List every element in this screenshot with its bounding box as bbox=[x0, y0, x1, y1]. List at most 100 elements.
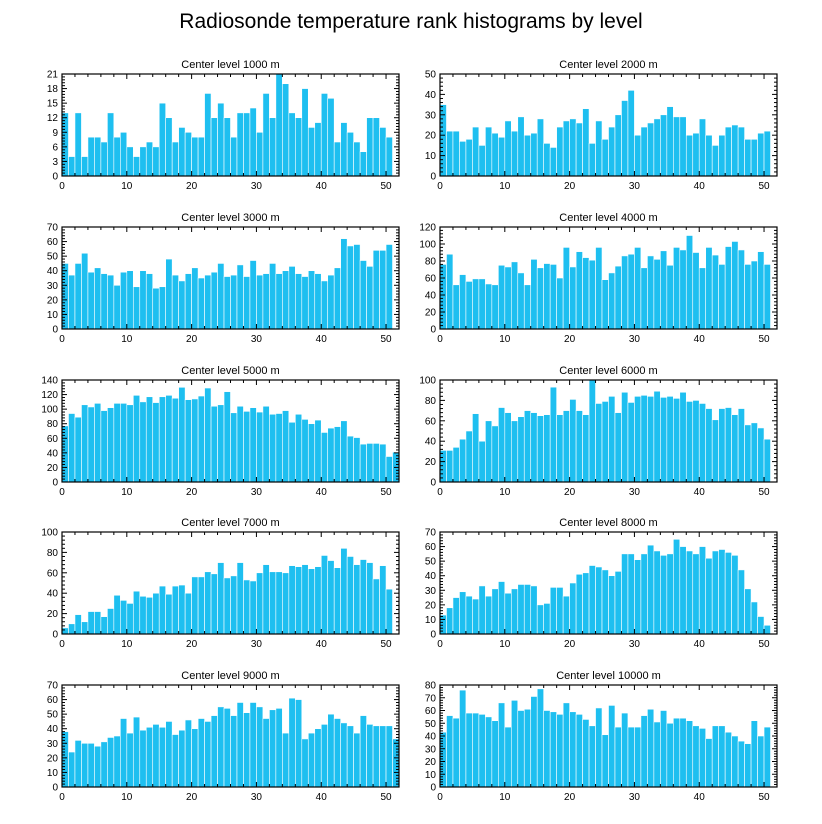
y-tick-label: 60 bbox=[425, 542, 437, 553]
histogram-bar bbox=[171, 274, 179, 330]
histogram-bar bbox=[223, 577, 231, 635]
x-tick-label: 20 bbox=[186, 639, 198, 650]
histogram-bar bbox=[459, 591, 467, 635]
histogram-bar bbox=[536, 118, 544, 177]
histogram-bar bbox=[217, 404, 225, 483]
histogram-bar bbox=[126, 146, 134, 177]
x-tick-label: 10 bbox=[121, 639, 133, 650]
histogram-bar bbox=[640, 553, 648, 635]
histogram-bar bbox=[673, 398, 681, 483]
histogram-bar bbox=[165, 117, 173, 177]
histogram-bar bbox=[588, 379, 596, 483]
histogram-bar bbox=[666, 396, 674, 483]
histogram-bar bbox=[601, 138, 609, 177]
x-tick-label: 50 bbox=[758, 792, 770, 803]
histogram-bar bbox=[608, 396, 616, 483]
histogram-bar bbox=[523, 134, 532, 177]
histogram-bar bbox=[634, 726, 642, 788]
histogram-bar bbox=[510, 130, 519, 177]
histogram-bar bbox=[178, 127, 186, 177]
histogram-bar bbox=[333, 718, 341, 788]
histogram-bar bbox=[366, 562, 374, 635]
histogram-bar bbox=[485, 283, 493, 330]
histogram-bar bbox=[504, 726, 512, 788]
histogram-bar bbox=[353, 564, 361, 635]
x-tick-label: 50 bbox=[380, 181, 392, 192]
histogram-bar bbox=[666, 264, 674, 330]
x-tick-label: 30 bbox=[251, 792, 263, 803]
histogram-bar bbox=[158, 585, 166, 635]
histogram-bar bbox=[152, 146, 160, 177]
histogram-bar bbox=[640, 267, 648, 330]
histogram-bar bbox=[145, 596, 154, 635]
histogram-bar bbox=[744, 588, 752, 635]
histogram-bar bbox=[569, 399, 577, 483]
histogram-bar bbox=[165, 721, 173, 788]
y-tick-label: 20 bbox=[425, 757, 437, 768]
histogram-bar bbox=[530, 696, 538, 788]
histogram-bar bbox=[249, 702, 257, 788]
histogram-bar bbox=[504, 266, 512, 330]
histogram-bar bbox=[608, 575, 616, 635]
histogram-bar bbox=[718, 134, 726, 177]
x-tick-label: 0 bbox=[59, 181, 65, 192]
histogram-bar bbox=[204, 571, 212, 635]
histogram-bar bbox=[588, 725, 596, 788]
histogram-bar bbox=[569, 711, 577, 788]
chart-panel: Center level 8000 m 0 10 20 30 40 50 0 10 20 30 40 5… bbox=[425, 517, 778, 650]
x-tick-label: 0 bbox=[437, 792, 443, 803]
histogram-bar bbox=[472, 712, 480, 788]
histogram-bar bbox=[711, 725, 719, 788]
x-tick-label: 10 bbox=[121, 181, 133, 192]
histogram-bar bbox=[275, 708, 283, 788]
y-tick-label: 50 bbox=[47, 252, 59, 263]
x-tick-label: 0 bbox=[437, 639, 443, 650]
histogram-bar bbox=[158, 396, 166, 483]
x-tick-label: 40 bbox=[316, 792, 328, 803]
x-tick-label: 40 bbox=[694, 639, 706, 650]
histogram-bar bbox=[68, 156, 76, 177]
histogram-bar bbox=[510, 588, 519, 635]
histogram-bar bbox=[679, 391, 687, 483]
y-tick-label: 60 bbox=[47, 237, 59, 248]
histogram-bar bbox=[737, 740, 745, 788]
x-tick-label: 30 bbox=[251, 639, 263, 650]
histogram-bar bbox=[744, 264, 752, 330]
histogram-bar bbox=[217, 706, 225, 788]
histogram-bar bbox=[152, 287, 160, 330]
histogram-bar bbox=[562, 410, 570, 483]
histogram-bar bbox=[145, 273, 154, 330]
histogram-bar bbox=[647, 396, 655, 483]
histogram-bar bbox=[498, 407, 506, 483]
y-tick-label: 80 bbox=[47, 548, 59, 559]
histogram-bar bbox=[549, 386, 557, 483]
histogram-bar bbox=[556, 714, 564, 788]
y-tick-label: 100 bbox=[41, 405, 58, 416]
histogram-bar bbox=[158, 102, 166, 177]
histogram-bar bbox=[711, 550, 719, 635]
histogram-bar bbox=[288, 266, 296, 330]
histogram-bar bbox=[556, 277, 564, 330]
histogram-bar bbox=[320, 280, 329, 330]
histogram-bar bbox=[750, 138, 758, 177]
histogram-bar bbox=[184, 273, 192, 330]
histogram-bar bbox=[327, 274, 335, 330]
histogram-bar bbox=[724, 246, 732, 330]
y-tick-label: 40 bbox=[425, 732, 437, 743]
histogram-bar bbox=[472, 598, 480, 635]
histogram-bar bbox=[582, 257, 590, 330]
histogram-bar bbox=[243, 411, 251, 483]
histogram-bar bbox=[81, 621, 89, 635]
x-tick-label: 30 bbox=[629, 792, 641, 803]
x-tick-label: 20 bbox=[186, 792, 198, 803]
histogram-bar bbox=[705, 557, 713, 635]
histogram-bar bbox=[627, 553, 635, 635]
histogram-bar bbox=[282, 732, 290, 788]
x-tick-label: 20 bbox=[564, 487, 576, 498]
histogram-bar bbox=[510, 261, 519, 330]
histogram-bar bbox=[379, 127, 387, 177]
y-tick-label: 0 bbox=[430, 478, 436, 489]
histogram-bar bbox=[692, 725, 700, 788]
histogram-bar bbox=[601, 569, 609, 635]
histogram-bar bbox=[478, 145, 486, 177]
